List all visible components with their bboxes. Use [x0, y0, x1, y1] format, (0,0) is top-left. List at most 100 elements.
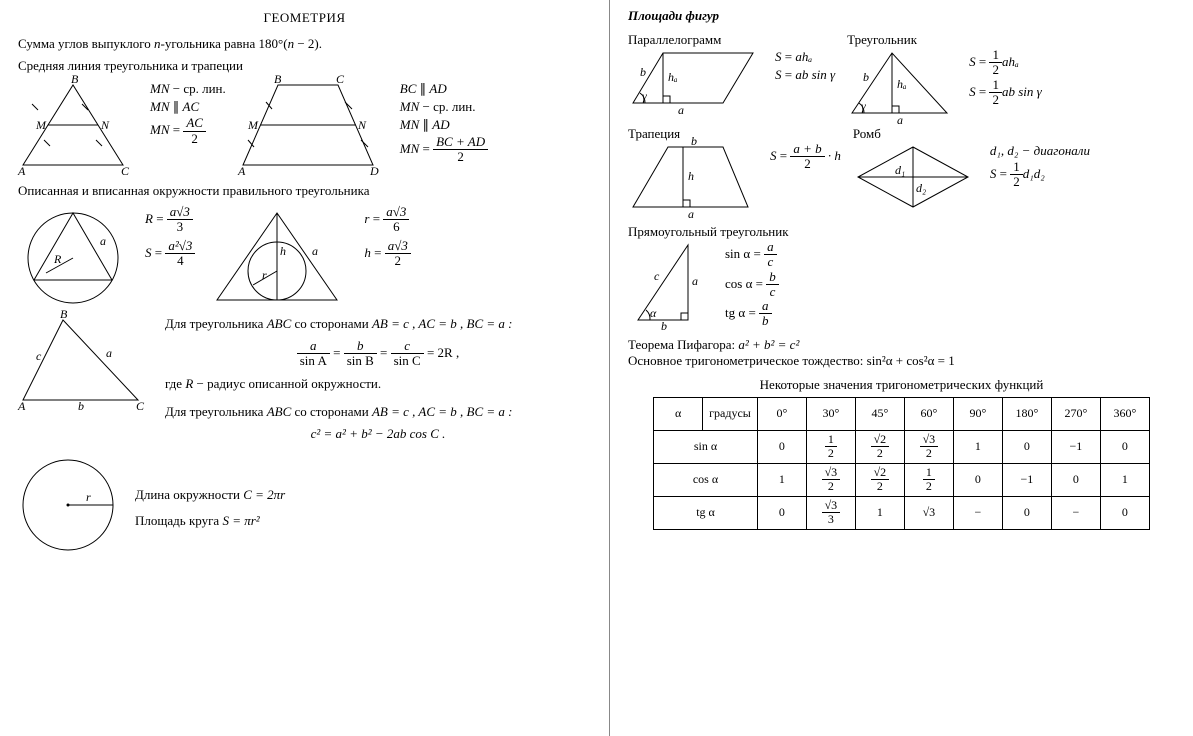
trig-cell: 1 [757, 463, 806, 496]
c: c [404, 338, 410, 353]
S: S [145, 244, 152, 259]
S: S [775, 49, 782, 64]
mn2: MN [400, 117, 420, 132]
areas-title: Площади фигур [628, 8, 1175, 24]
svg-text:hₐ: hₐ [668, 70, 678, 84]
trig-table: αградусы0°30°45°60°90°180°270°360° sin α… [653, 397, 1150, 530]
trapezoid-area-formulas: S = a + b2 · h [770, 142, 841, 172]
n: a [767, 239, 774, 254]
trapezoid-area-diagram: bh a [628, 142, 758, 214]
t4: со сторонами [291, 404, 372, 419]
trig-header-cell: 45° [855, 397, 904, 430]
svg-text:c: c [654, 269, 660, 283]
svg-text:d₁: d₁ [895, 163, 905, 177]
e: sin²α + cos²α = 1 [867, 353, 955, 368]
n2: a²√3 [168, 238, 192, 253]
bc: BC [400, 81, 417, 96]
S: S [990, 166, 997, 181]
trig-header-cell: 30° [806, 397, 855, 430]
n2: 1 [989, 78, 1002, 93]
areas-row-1: Параллелограмм bhₐ aγ S = ahₐ S = ab sin… [628, 32, 1175, 120]
ae: S = πr² [222, 513, 259, 528]
dd: d₁d₂ [1023, 166, 1045, 181]
page-title-left: ГЕОМЕТРИЯ [18, 10, 591, 26]
parallelogram-name: Параллелограмм [628, 32, 835, 48]
svg-text:b: b [661, 319, 667, 333]
coseq: c² = a² + b² − 2ab cos C . [311, 426, 446, 441]
R: R [145, 211, 153, 226]
n: 1 [1010, 160, 1023, 175]
parallelogram-block: Параллелограмм bhₐ aγ S = ahₐ S = ab sin… [628, 32, 835, 110]
trig-cell: 0 [1100, 496, 1149, 529]
lhs: MN [150, 122, 170, 137]
triangle-area-name: Треугольник [847, 32, 1042, 48]
right-triangle-name: Прямоугольный треугольник [628, 224, 1175, 240]
sin: sin α [725, 246, 750, 261]
svg-text:h: h [688, 169, 694, 183]
al: Площадь круга [135, 513, 222, 528]
trig-cell: 1 [953, 430, 1002, 463]
trig-header-cell: α [654, 397, 703, 430]
trig-header-cell: 0° [757, 397, 806, 430]
areas-row-2: Трапеция bh a S = a + b2 · h Ромб [628, 126, 1175, 214]
svg-text:B: B [274, 72, 282, 86]
svg-text:γ: γ [861, 99, 866, 113]
trig-table-caption: Некоторые значения тригонометрических фу… [628, 377, 1175, 393]
midline-row: AB C MN MN − ср. лин. MN ∥ AC MN = AC2 A… [18, 80, 591, 175]
mn: MN [150, 81, 170, 96]
txt: − ср. лин. [170, 81, 226, 96]
t: − ср. лин. [419, 99, 475, 114]
abs: ab sin γ [795, 67, 835, 82]
svg-text:a: a [312, 244, 318, 258]
svg-text:M: M [247, 118, 259, 132]
sC: sin C [391, 354, 424, 368]
trig-cell: − [953, 496, 1002, 529]
h: · h [825, 148, 841, 163]
trig-cell: √22 [855, 430, 904, 463]
d: 2 [989, 63, 1002, 77]
circle-row: r Длина окружности C = 2πr Площадь круга… [18, 455, 591, 560]
svg-text:d₂: d₂ [916, 181, 926, 195]
sides: AB = c , AC = b , BC = a : [372, 316, 513, 331]
svg-text:a: a [106, 346, 112, 360]
svg-text:a: a [897, 113, 903, 127]
text: Сумма углов выпуклого [18, 36, 154, 51]
S: S [770, 148, 777, 163]
svg-text:a: a [678, 103, 684, 117]
l: Теорема Пифагора: [628, 337, 738, 352]
trig-cell: √32 [806, 463, 855, 496]
trig-header-cell: 270° [1051, 397, 1100, 430]
trig-cell: 0 [1051, 463, 1100, 496]
svg-text:N: N [357, 118, 367, 132]
trig-cell: 0 [1002, 496, 1051, 529]
b: b [357, 338, 364, 353]
inscribed-formulas: r = a√36 h = a√32 [364, 205, 410, 268]
a: a [310, 338, 317, 353]
abc2: ABC [267, 404, 292, 419]
svg-text:a: a [692, 274, 698, 288]
trig-header-cell: 360° [1100, 397, 1149, 430]
S2: S [969, 83, 976, 98]
svg-text:a: a [100, 234, 106, 248]
parallelogram-formulas: S = ahₐ S = ab sin γ [775, 48, 835, 84]
d: 6 [383, 220, 409, 234]
le: C = 2πr [243, 487, 285, 502]
d: 2 [1010, 175, 1023, 189]
triangle-midline-formulas: MN − ср. лин. MN ∥ AC MN = AC2 [150, 80, 226, 146]
trig-cell: 1 [855, 496, 904, 529]
trig-cell: 0 [953, 463, 1002, 496]
trig-cell: √22 [855, 463, 904, 496]
n2: a√3 [388, 238, 408, 253]
trapezoid-midline-formulas: BC ∥ AD MN − ср. лин. MN ∥ AD MN = BC + … [400, 80, 488, 164]
e: a² + b² = c² [738, 337, 799, 352]
w1: где [165, 376, 185, 391]
circle-formulas: Длина окружности C = 2πr Площадь круга S… [135, 486, 285, 530]
pythagoras: Теорема Пифагора: a² + b² = c² [628, 337, 1175, 353]
d2: 2 [385, 254, 411, 268]
sine-cosine-formulas: Для треугольника ABC со сторонами AB = c… [165, 315, 591, 443]
2R: = 2R , [427, 345, 459, 360]
svg-text:B: B [60, 307, 68, 321]
svg-text:c: c [36, 349, 42, 363]
svg-text:r: r [262, 268, 267, 282]
lhs: MN [400, 140, 420, 155]
